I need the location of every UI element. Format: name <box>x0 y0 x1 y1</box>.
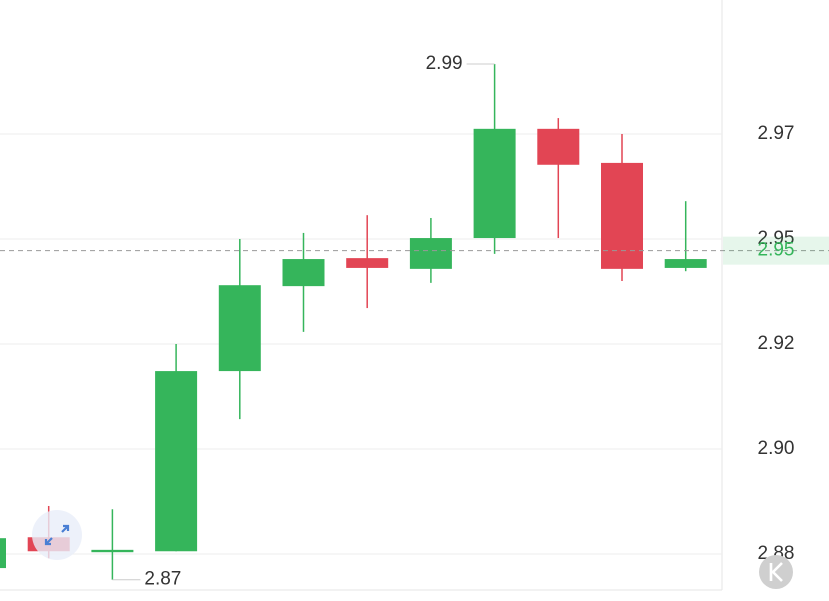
y-tick-label: 2.95 <box>758 228 795 249</box>
last-price-box <box>723 236 829 265</box>
candle-body <box>0 538 6 569</box>
low-label: 2.87 <box>144 569 181 590</box>
high-label: 2.99 <box>426 53 463 74</box>
logo <box>759 555 793 589</box>
candle-body <box>409 238 452 269</box>
last-price-label: 2.95 <box>758 240 795 261</box>
y-tick-label: 2.92 <box>758 333 795 354</box>
candle-body <box>346 258 389 268</box>
y-tick-label: 2.90 <box>758 438 795 459</box>
candle-body <box>155 371 198 552</box>
candle-body <box>282 259 325 287</box>
expand-icon[interactable] <box>32 510 82 560</box>
candle-body <box>91 549 134 553</box>
y-tick-label: 2.97 <box>758 123 795 144</box>
candle-body <box>218 285 261 372</box>
candle-body <box>601 162 643 269</box>
candle-body <box>473 128 516 239</box>
candle-body <box>664 259 707 268</box>
candle-body <box>537 128 580 165</box>
